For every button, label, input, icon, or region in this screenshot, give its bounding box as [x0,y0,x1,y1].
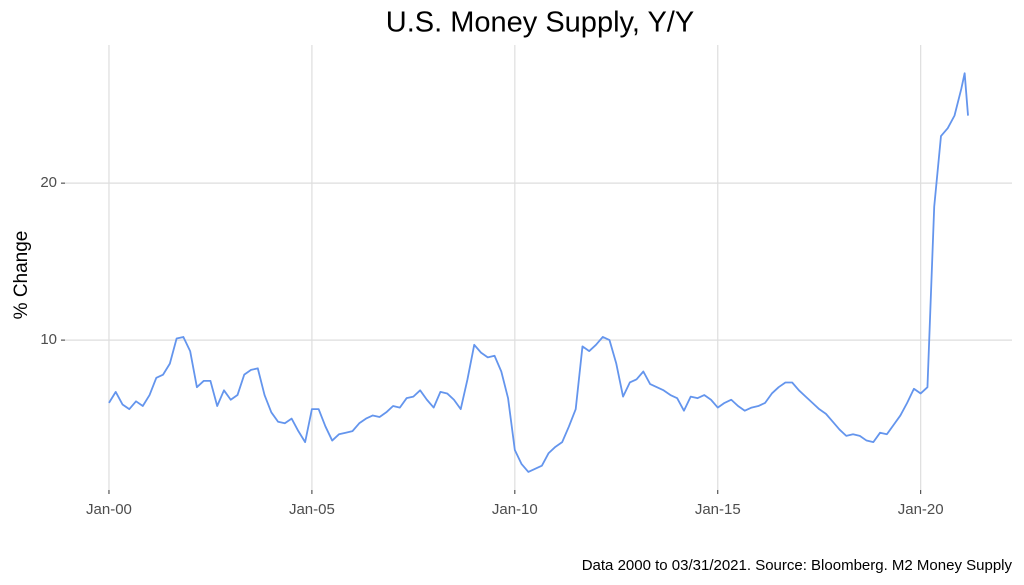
data-line [108,72,969,473]
y-tick-label: 10 [40,331,57,348]
chart-title: U.S. Money Supply, Y/Y [386,7,694,39]
y-axis-label: % Change [11,231,32,320]
caption: Data 2000 to 03/31/2021. Source: Bloombe… [582,557,1013,574]
x-tick-label: Jan-20 [898,501,944,518]
x-tick-label: Jan-00 [86,501,132,518]
x-tick-label: Jan-15 [695,501,741,518]
x-tick-label: Jan-05 [289,501,335,518]
y-tick-label: 20 [40,174,57,191]
x-tick-label: Jan-10 [492,501,538,518]
